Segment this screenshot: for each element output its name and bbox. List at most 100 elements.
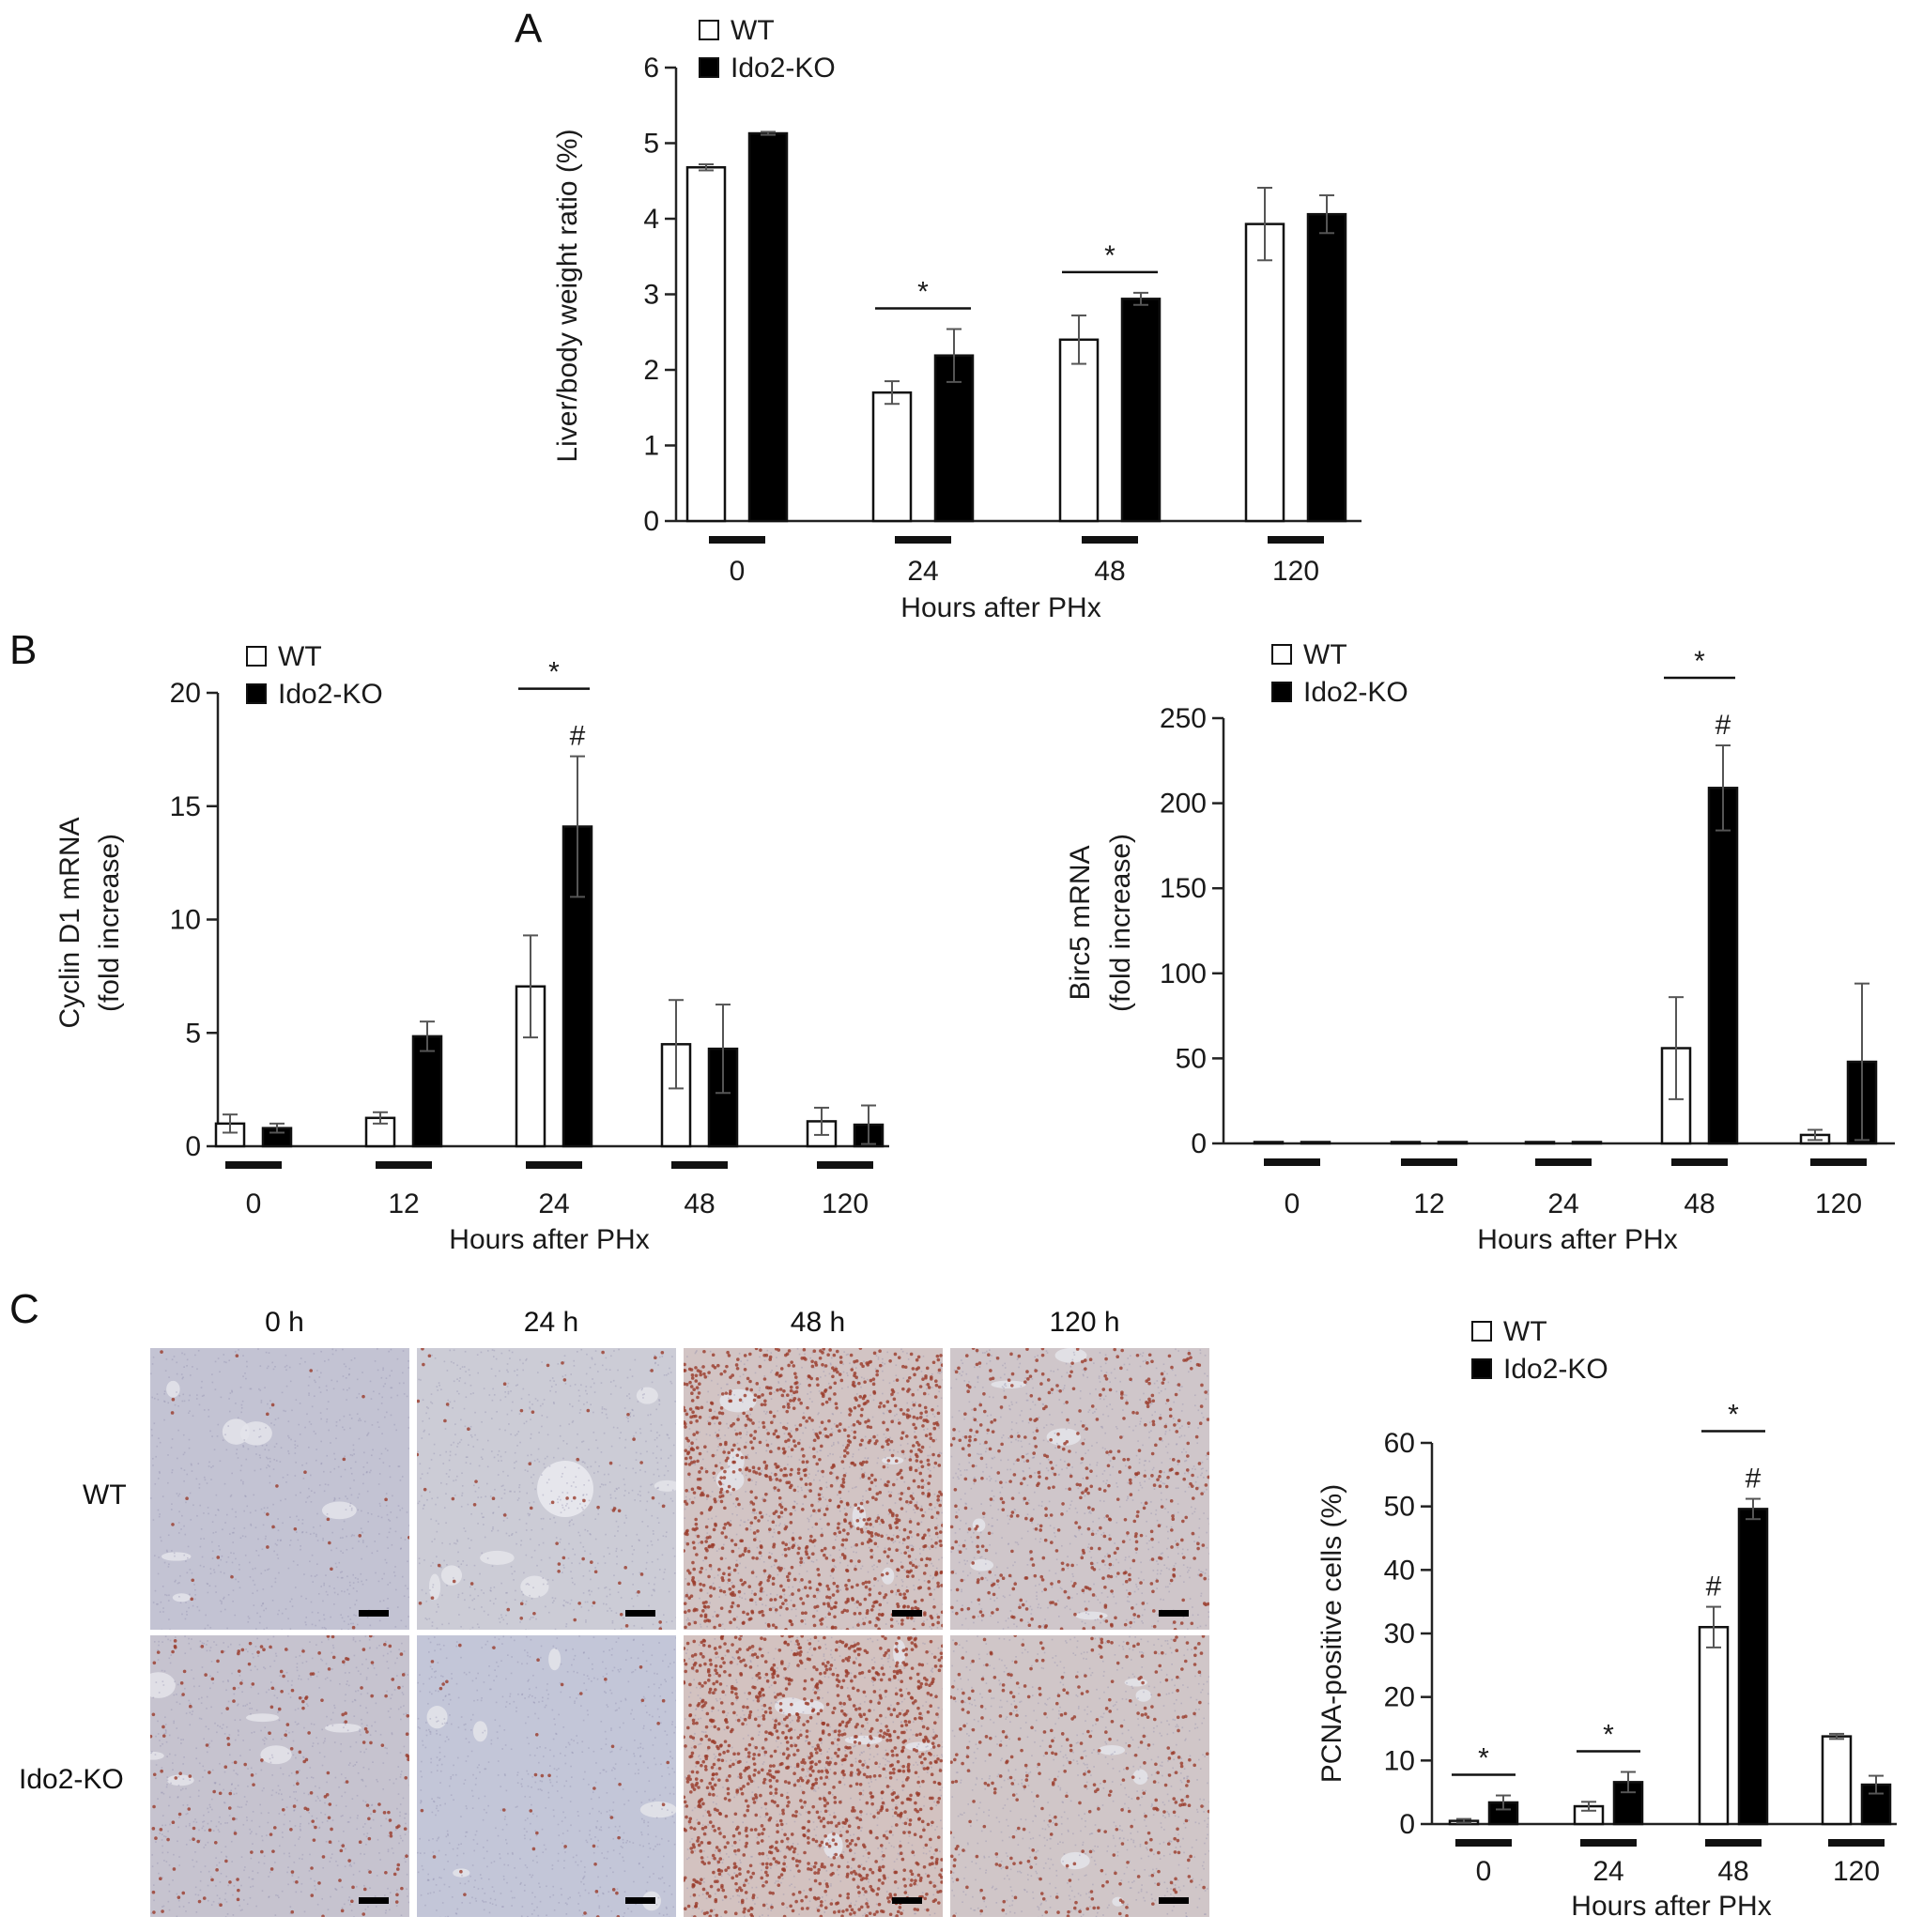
micrograph-ido2-ko-48h [684, 1635, 943, 1917]
chart-b-left: 0 5 10 15 20 0 12 24 48 120 * # WT Ido2-KO Hours after… [54, 641, 889, 1255]
y-tick-label: 50 [1176, 1043, 1207, 1074]
bar-ido2ko [1437, 1141, 1469, 1145]
bar-wt [685, 166, 727, 523]
histology-col-0h: 0 h [265, 1307, 304, 1338]
y-tick-label: 30 [1384, 1618, 1415, 1649]
y-tick-label: 10 [1384, 1745, 1415, 1776]
tissue-texture [150, 1635, 409, 1917]
bar-wt [1253, 1141, 1285, 1145]
y-tick-label: 40 [1384, 1555, 1415, 1586]
histology-col-120h: 120 h [1049, 1307, 1120, 1338]
significance-hash: # [1716, 710, 1731, 741]
group-underline [1455, 1839, 1512, 1847]
bar-wt [1821, 1735, 1853, 1826]
y-tick-label: 10 [170, 905, 201, 936]
y-tick-label: 5 [643, 129, 659, 160]
bar-ido2ko [1120, 298, 1162, 523]
legend-label-wt: WT [1303, 639, 1347, 670]
bar-wt [1058, 338, 1100, 523]
y-tick-label: 0 [1191, 1128, 1207, 1159]
group-underline [1401, 1158, 1457, 1166]
scale-bar [1159, 1897, 1189, 1904]
tissue-texture [684, 1348, 943, 1630]
legend-label-ido2ko: Ido2-KO [1303, 677, 1408, 708]
y-tick-label: 1 [643, 431, 659, 462]
histology-col-48h: 48 h [790, 1307, 846, 1338]
significance-star: * [917, 277, 929, 308]
scale-bar [892, 1610, 922, 1617]
histology-row-ido2ko: Ido2-KO [19, 1764, 124, 1795]
x-axis-title: Hours after PHx [1477, 1224, 1677, 1255]
tissue-texture [417, 1635, 676, 1917]
histology-col-24h: 24 h [523, 1307, 579, 1338]
x-tick-label: 48 [1684, 1188, 1715, 1219]
legend-swatch-wt [246, 646, 267, 667]
y-tick-label: 100 [1160, 958, 1207, 989]
scale-bar [625, 1610, 655, 1617]
significance-star: * [1694, 646, 1705, 677]
legend-swatch-wt [699, 20, 719, 40]
chart-b-right: 0 50 100 150 200 250 0 12 24 48 120 * # WT Ido2-KO Hour… [1065, 639, 1895, 1255]
y-axis-title-line2: (fold increase) [94, 834, 125, 1012]
y-axis-title-line2: (fold increase) [1105, 834, 1136, 1012]
bar-ido2ko [1707, 787, 1739, 1145]
y-tick-label: 50 [1384, 1492, 1415, 1523]
tissue-texture [417, 1348, 676, 1630]
group-underline [225, 1161, 282, 1169]
legend-swatch-wt [1271, 644, 1292, 665]
y-tick-label: 2 [643, 355, 659, 386]
x-tick-label: 48 [1717, 1856, 1748, 1887]
legend-label-wt: WT [731, 15, 775, 46]
legend-swatch-ido2ko [699, 57, 719, 78]
legend: WT Ido2-KO [1471, 1316, 1608, 1385]
legend: WT Ido2-KO [246, 641, 383, 710]
significance-hash: # [1706, 1572, 1722, 1602]
y-axis-title: PCNA-positive cells (%) [1316, 1484, 1347, 1783]
x-axis-title: Hours after PHx [1571, 1891, 1771, 1922]
micrograph-wt-24h [417, 1348, 676, 1630]
scale-bar [625, 1897, 655, 1904]
group-underline [709, 536, 765, 544]
tissue-texture [684, 1635, 943, 1917]
legend: WT Ido2-KO [1271, 639, 1408, 708]
y-tick-label: 0 [643, 506, 659, 537]
bar-ido2ko [1571, 1141, 1603, 1145]
legend-label-ido2ko: Ido2-KO [731, 53, 836, 84]
micrograph-ido2-ko-24h [417, 1635, 676, 1917]
panel-label-c: C [9, 1286, 39, 1332]
y-tick-label: 4 [643, 204, 659, 235]
significance-star: * [1728, 1400, 1739, 1431]
bar-wt [1390, 1141, 1422, 1145]
y-tick-label: 3 [643, 280, 659, 311]
legend-swatch-wt [1471, 1321, 1492, 1342]
micrograph-ido2-ko-120h [950, 1635, 1209, 1917]
bar-wt [1244, 222, 1285, 523]
scale-bar [892, 1897, 922, 1904]
x-tick-label: 24 [1593, 1856, 1623, 1887]
x-tick-label: 48 [684, 1188, 715, 1219]
x-axis-title: Hours after PHx [449, 1224, 649, 1255]
y-tick-label: 200 [1160, 789, 1207, 820]
y-tick-label: 60 [1384, 1428, 1415, 1459]
group-underline [526, 1161, 582, 1169]
y-tick-label: 6 [643, 53, 659, 84]
group-underline [895, 536, 951, 544]
y-axis-title: Cyclin D1 mRNA [54, 817, 85, 1028]
group-underline [1828, 1839, 1885, 1847]
x-tick-label: 12 [388, 1188, 419, 1219]
bar-ido2ko [747, 131, 789, 523]
group-underline [671, 1161, 728, 1169]
legend-label-ido2ko: Ido2-KO [278, 679, 383, 710]
y-tick-label: 250 [1160, 703, 1207, 734]
group-underline [376, 1161, 432, 1169]
legend-label-wt: WT [1503, 1316, 1547, 1347]
y-tick-label: 15 [170, 791, 201, 822]
tissue-texture [150, 1348, 409, 1630]
legend: WT Ido2-KO [699, 15, 836, 84]
panel-label-a: A [515, 6, 543, 52]
legend-swatch-ido2ko [246, 683, 267, 704]
x-tick-label: 120 [1272, 556, 1319, 587]
group-underline [1580, 1839, 1637, 1847]
x-tick-label: 0 [246, 1188, 262, 1219]
bar-wt [871, 391, 913, 523]
